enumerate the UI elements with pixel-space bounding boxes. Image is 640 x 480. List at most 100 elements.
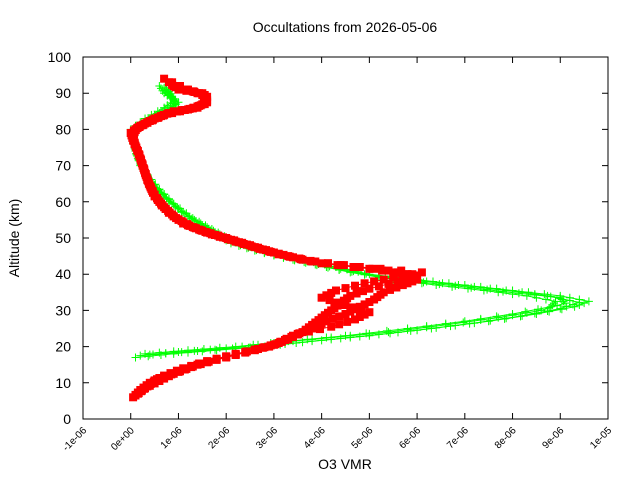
data-point (328, 314, 337, 323)
data-point (534, 305, 542, 314)
x-tick-label: 1e-06 (159, 425, 185, 451)
data-point (392, 283, 401, 292)
data-point (231, 342, 240, 351)
data-point (464, 284, 472, 293)
data-point (184, 346, 192, 355)
series-layer (126, 74, 593, 402)
data-point (141, 349, 150, 358)
data-point (298, 338, 307, 347)
data-point (556, 304, 565, 313)
data-point (285, 252, 294, 261)
x-tick-label: 3e-06 (254, 425, 280, 451)
data-point (562, 302, 571, 311)
data-point (403, 279, 412, 288)
data-point (360, 279, 369, 288)
x-axis-label: O3 VMR (318, 456, 372, 472)
data-point (266, 247, 275, 256)
y-tick-label: 20 (55, 339, 71, 355)
data-point (494, 288, 503, 297)
data-point (386, 285, 394, 294)
data-point (317, 319, 326, 328)
data-point (374, 330, 383, 339)
data-point (188, 104, 197, 113)
data-point (168, 78, 177, 87)
data-point (184, 85, 192, 94)
data-point (584, 297, 593, 306)
data-point (332, 286, 340, 295)
data-point (212, 355, 221, 364)
chart-title: Occultations from 2026-05-06 (253, 19, 438, 35)
data-point (227, 235, 235, 244)
data-point (413, 326, 422, 335)
data-point (203, 358, 212, 367)
data-point (459, 318, 468, 327)
x-tick-label: 1e-05 (588, 425, 614, 451)
data-point (486, 316, 495, 325)
data-point (389, 273, 398, 282)
data-point (133, 123, 142, 132)
data-point (317, 293, 326, 302)
data-point (187, 363, 196, 372)
data-point (341, 310, 350, 318)
data-point (508, 290, 517, 299)
data-point (155, 348, 164, 357)
data-point (336, 334, 345, 343)
data-point (176, 82, 184, 90)
data-point (167, 370, 176, 379)
data-point (327, 322, 336, 331)
data-point (180, 365, 189, 374)
y-axis-label: Altitude (km) (6, 199, 22, 278)
data-point (138, 121, 147, 130)
data-point (136, 351, 145, 360)
data-point (287, 332, 296, 341)
data-point (143, 118, 152, 127)
data-point (580, 299, 589, 308)
data-point (357, 305, 366, 314)
data-point (374, 282, 383, 291)
data-point (333, 298, 342, 307)
data-point (556, 294, 565, 303)
data-point (521, 307, 530, 316)
data-point (185, 212, 194, 221)
data-point (144, 179, 153, 188)
data-point (203, 228, 212, 237)
data-point (359, 287, 367, 296)
data-point (522, 308, 531, 317)
data-point (211, 231, 219, 239)
data-point (476, 314, 485, 323)
data-point (173, 203, 182, 212)
data-point (346, 291, 355, 300)
data-point (198, 100, 207, 109)
data-point (234, 238, 243, 247)
data-point (180, 106, 189, 114)
y-tick-label: 10 (55, 375, 71, 391)
data-point (355, 263, 364, 271)
data-point (355, 313, 364, 321)
data-point (231, 351, 240, 359)
data-point (499, 287, 507, 296)
y-tick-label: 80 (55, 121, 71, 137)
data-point (379, 288, 388, 297)
data-point (145, 350, 154, 359)
data-point (339, 261, 348, 270)
data-point (258, 245, 267, 254)
y-tick-label: 30 (55, 302, 71, 318)
data-point (492, 312, 501, 321)
data-point (397, 266, 406, 275)
y-tick-label: 50 (55, 230, 71, 246)
data-point (304, 327, 313, 336)
data-point (195, 89, 204, 98)
data-point (470, 319, 479, 328)
data-point (370, 277, 379, 286)
data-point (351, 281, 359, 290)
y-tick-label: 90 (55, 85, 71, 101)
data-point (541, 295, 550, 304)
series-1-profile-1-line (132, 85, 419, 396)
data-point (172, 107, 181, 116)
data-point (258, 343, 267, 352)
data-point (169, 347, 178, 356)
data-point (143, 174, 152, 183)
data-point (266, 341, 275, 350)
data-point (432, 281, 441, 290)
data-point (164, 109, 173, 118)
